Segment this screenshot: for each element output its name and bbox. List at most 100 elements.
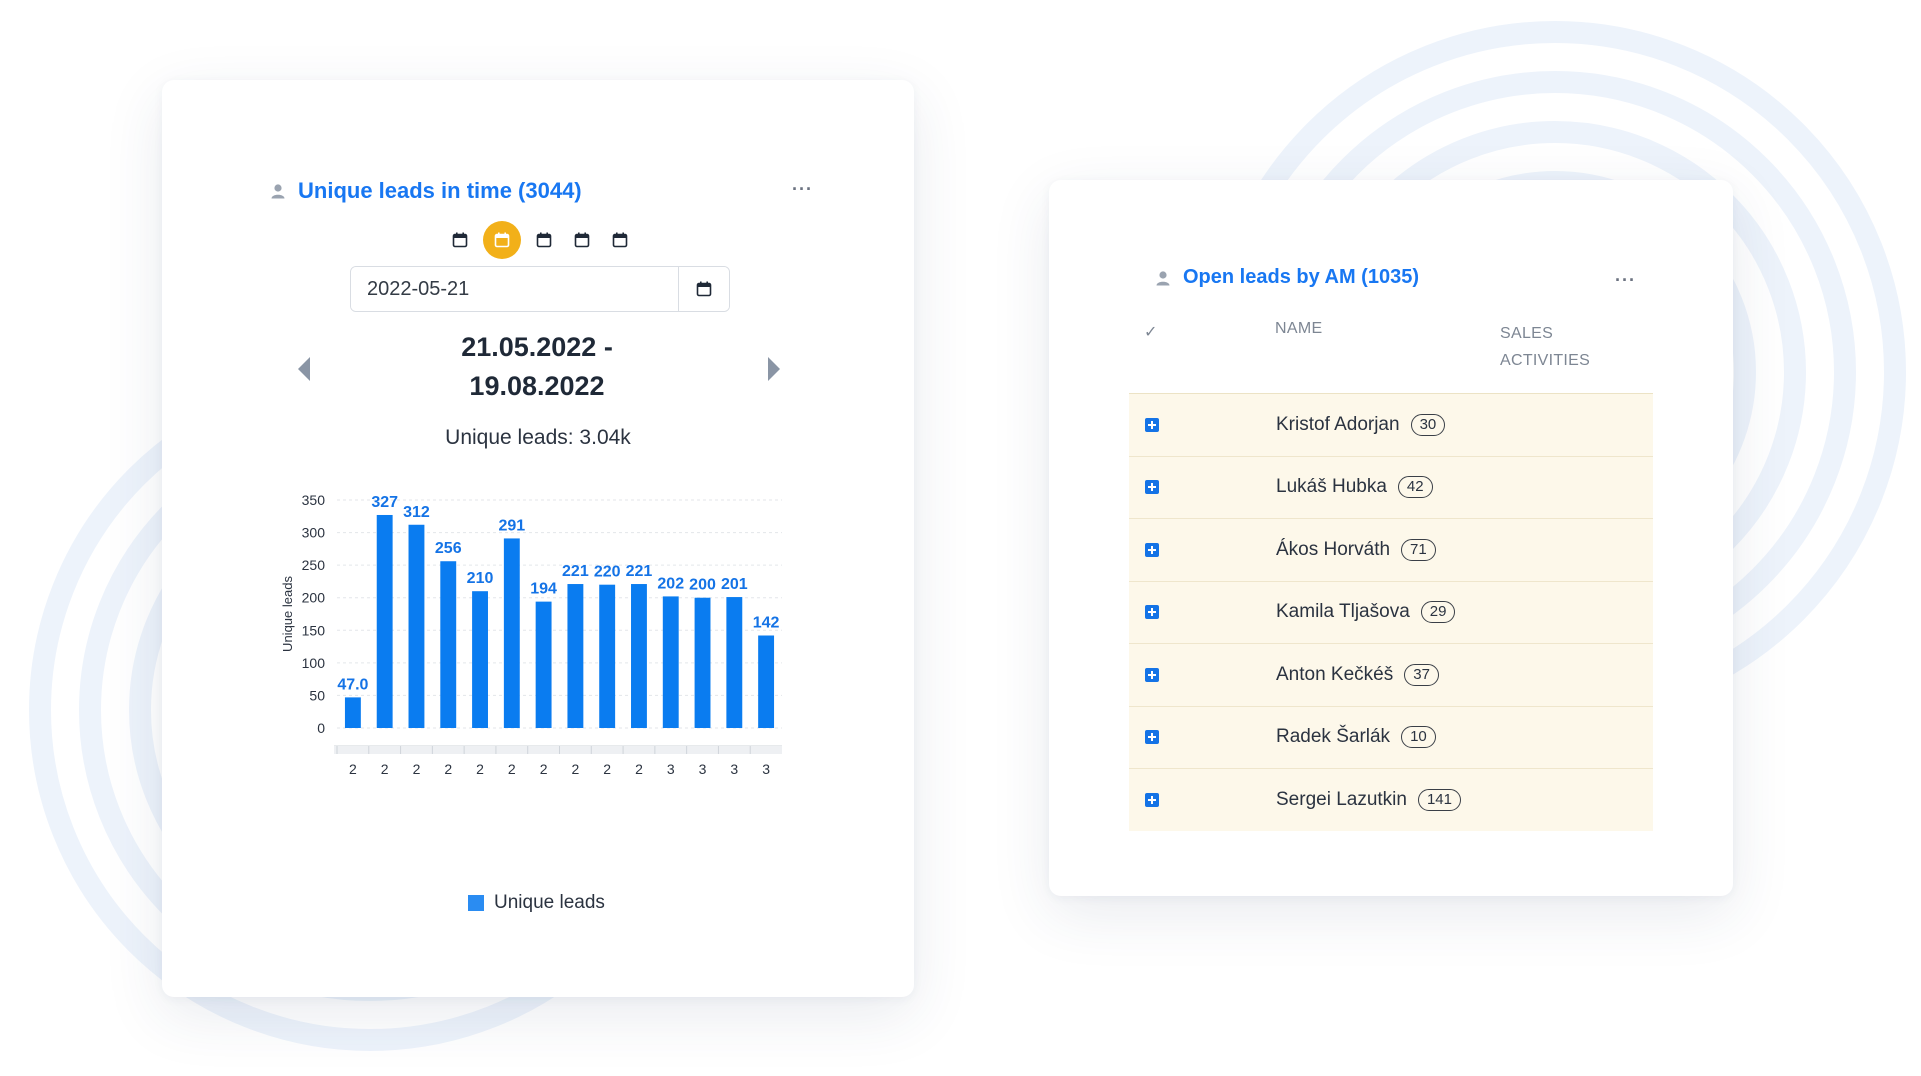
- table-row[interactable]: Lukáš Hubka 42: [1129, 455, 1653, 519]
- column-header-sales-line1: SALES: [1500, 325, 1554, 342]
- y-tick-label: 150: [302, 622, 326, 638]
- card-title: Open leads by AM (1035): [1155, 266, 1419, 289]
- bar-data-label: 202: [657, 575, 684, 592]
- bar: [631, 584, 647, 728]
- row-name-cell: Radek Šarlák 10: [1276, 726, 1436, 749]
- calendar-icon: [612, 232, 628, 248]
- column-header-sales-activities[interactable]: SALES ACTIVITIES: [1500, 320, 1590, 374]
- bar-data-label: 312: [403, 504, 430, 521]
- bar: [535, 601, 552, 728]
- bar: [662, 596, 679, 728]
- bar-data-label: 142: [753, 614, 780, 631]
- bar: [726, 597, 743, 728]
- expand-plus-icon[interactable]: [1145, 792, 1159, 807]
- leads-count-badge: 29: [1420, 601, 1456, 624]
- table-row[interactable]: Ákos Horváth 71: [1129, 518, 1653, 581]
- leads-count-badge: 71: [1401, 538, 1436, 561]
- date-picker: [350, 266, 730, 312]
- y-axis-label: Unique leads: [280, 576, 295, 652]
- bar-data-label: 194: [530, 581, 557, 598]
- expand-plus-icon[interactable]: [1145, 417, 1159, 432]
- leads-count-badge: 141: [1417, 788, 1461, 811]
- card-title: Unique leads in time (3044): [270, 178, 582, 204]
- x-tick-label: 3: [667, 761, 675, 777]
- x-tick-label: 3: [699, 761, 707, 777]
- more-horizontal-icon[interactable]: ···: [1615, 270, 1636, 290]
- expand-plus-icon[interactable]: [1145, 730, 1159, 745]
- unique-leads-summary: Unique leads: 3.04k: [445, 426, 631, 449]
- x-tick-label: 2: [571, 761, 579, 777]
- calendar-icon: [574, 232, 590, 248]
- leads-count-badge: 42: [1397, 476, 1433, 499]
- bar-data-label: 221: [626, 563, 653, 580]
- bar: [344, 697, 361, 728]
- bar: [408, 524, 425, 728]
- y-tick-label: 100: [302, 655, 326, 671]
- account-manager-name: Radek Šarlák: [1276, 726, 1391, 748]
- period-button-1[interactable]: [448, 228, 472, 252]
- table-header: ✓ NAME SALES ACTIVITIES: [1129, 320, 1653, 372]
- period-button-5[interactable]: [608, 228, 632, 252]
- bar-data-label: 200: [689, 577, 716, 594]
- leads-count-badge: 37: [1404, 663, 1439, 686]
- row-name-cell: Ákos Horváth 71: [1276, 538, 1436, 561]
- x-tick-label: 2: [540, 761, 548, 777]
- table-row[interactable]: Kristof Adorjan 30: [1129, 393, 1653, 456]
- period-button-4[interactable]: [570, 228, 594, 252]
- row-name-cell: Kristof Adorjan 30: [1276, 413, 1446, 436]
- x-tick-label: 2: [508, 761, 516, 777]
- y-tick-label: 300: [302, 525, 326, 541]
- table-row[interactable]: Radek Šarlák 10: [1129, 705, 1653, 769]
- expand-plus-icon[interactable]: [1145, 667, 1159, 682]
- x-tick-label: 3: [762, 761, 770, 777]
- y-tick-label: 50: [309, 687, 325, 703]
- chart-legend[interactable]: Unique leads: [468, 892, 605, 914]
- y-tick-label: 0: [317, 720, 325, 736]
- expand-plus-icon[interactable]: [1145, 605, 1159, 620]
- x-tick-label: 2: [349, 761, 357, 777]
- date-input[interactable]: [351, 267, 678, 311]
- row-name-cell: Kamila Tljašova 29: [1276, 601, 1456, 624]
- bar-data-label: 221: [562, 563, 589, 580]
- row-name-cell: Sergei Lazutkin 141: [1276, 788, 1461, 811]
- person-icon: [1156, 270, 1170, 285]
- date-range: 21.05.2022 - 19.08.2022: [392, 328, 682, 406]
- legend-label: Unique leads: [494, 892, 605, 913]
- select-all-checkbox[interactable]: ✓: [1144, 324, 1158, 341]
- range-end: 19.08.2022: [469, 371, 605, 401]
- column-header-name[interactable]: NAME: [1275, 320, 1323, 337]
- column-header-sales-line2: ACTIVITIES: [1500, 352, 1591, 369]
- y-tick-label: 350: [302, 492, 326, 508]
- arrow-left-icon[interactable]: [298, 357, 310, 381]
- card-title-text: Open leads by AM (1035): [1183, 266, 1419, 288]
- x-tick-label: 2: [476, 761, 484, 777]
- bar-data-label: 291: [498, 517, 525, 534]
- expand-plus-icon[interactable]: [1145, 542, 1159, 557]
- calendar-icon: [452, 232, 468, 248]
- unique-leads-card: Unique leads in time (3044) ··· 21.05.20…: [162, 80, 914, 997]
- x-axis-band: [334, 746, 782, 754]
- period-selector: [448, 221, 632, 259]
- account-manager-name: Lukáš Hubka: [1276, 476, 1387, 498]
- bar-data-label: 201: [721, 576, 748, 593]
- leads-count-badge: 10: [1401, 726, 1436, 749]
- more-horizontal-icon[interactable]: ···: [792, 179, 813, 199]
- period-button-2[interactable]: [483, 221, 521, 259]
- table-row[interactable]: Kamila Tljašova 29: [1129, 580, 1653, 644]
- bar: [472, 591, 488, 728]
- range-start: 21.05.2022 -: [461, 332, 613, 362]
- arrow-right-icon[interactable]: [768, 357, 780, 381]
- date-picker-button[interactable]: [678, 267, 729, 311]
- account-manager-name: Kristof Adorjan: [1276, 413, 1400, 435]
- bar: [599, 584, 616, 728]
- table-row[interactable]: Anton Kečkéš 37: [1129, 643, 1653, 706]
- x-tick-label: 2: [381, 761, 389, 777]
- period-button-3[interactable]: [532, 228, 556, 252]
- expand-plus-icon[interactable]: [1145, 480, 1159, 495]
- table-row[interactable]: Sergei Lazutkin 141: [1129, 768, 1653, 831]
- account-manager-name: Anton Kečkéš: [1276, 663, 1394, 685]
- bar-data-label: 327: [371, 494, 398, 511]
- x-tick-label: 2: [444, 761, 452, 777]
- bar: [503, 538, 520, 728]
